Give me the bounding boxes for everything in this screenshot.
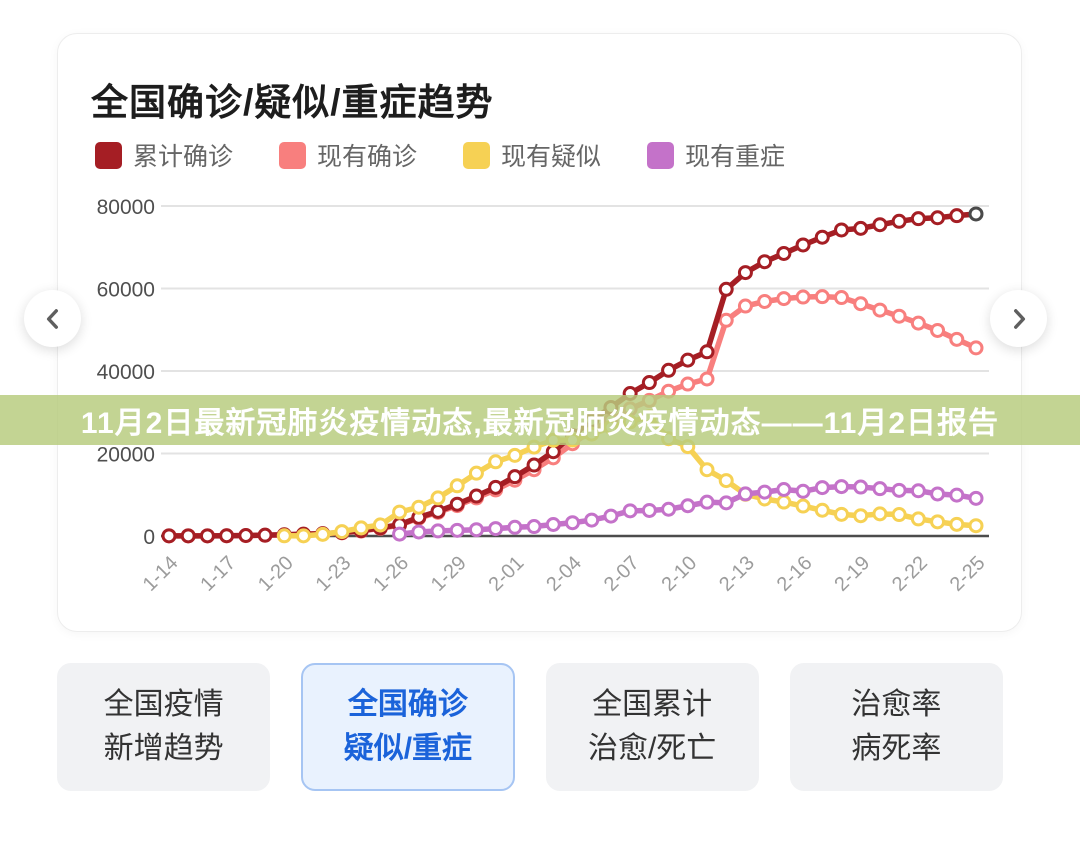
legend-label: 现有疑似 (501, 143, 602, 171)
legend-item-3[interactable]: 现有疑似 (463, 137, 601, 173)
svg-text:2-22: 2-22 (888, 552, 932, 596)
svg-text:2-19: 2-19 (830, 552, 874, 596)
tab-3[interactable]: 全国累计治愈/死亡 (545, 663, 759, 791)
tab-1[interactable]: 全国疫情 新增趋势 (57, 663, 271, 791)
overlay-banner: 11月2日最新冠肺炎疫情动态,最新冠肺炎疫情动态——11月2日报告 (0, 395, 1080, 445)
legend-label: 现有重症 (685, 143, 786, 171)
svg-text:2-04: 2-04 (542, 552, 586, 596)
legend-item-2[interactable]: 现有确诊 (279, 137, 417, 173)
chart-card: 全国确诊/疑似/重症趋势 累计确诊 现有确诊 现有疑似 现有重症 0 20000 4000… (57, 33, 1022, 632)
svg-text:1-20: 1-20 (254, 552, 298, 596)
svg-text:1-14: 1-14 (139, 552, 183, 596)
svg-text:2-16: 2-16 (773, 552, 817, 596)
svg-text:1-17: 1-17 (196, 552, 240, 596)
tab-label: 治愈/死亡 (587, 732, 717, 765)
legend-item-1[interactable]: 累计确诊 (95, 137, 233, 173)
svg-text:60000: 60000 (97, 279, 155, 302)
chevron-left-icon (46, 308, 58, 329)
legend-swatch-icon (463, 141, 491, 169)
carousel-next-button[interactable] (990, 290, 1047, 347)
svg-text:40000: 40000 (97, 361, 155, 384)
carousel-prev-button[interactable] (24, 290, 81, 347)
svg-text:2-25: 2-25 (946, 552, 990, 596)
tab-label: 全国确诊 (347, 688, 468, 721)
svg-text:1-26: 1-26 (369, 552, 413, 596)
tab-label: 全国累计 (592, 688, 713, 721)
svg-text:1-29: 1-29 (427, 552, 471, 596)
legend-label: 累计确诊 (133, 143, 234, 171)
tab-label: 疑似/重症 (343, 732, 473, 765)
legend-label: 现有确诊 (317, 143, 418, 171)
svg-text:2-10: 2-10 (657, 552, 701, 596)
svg-text:1-23: 1-23 (312, 552, 356, 596)
legend-swatch-icon (95, 141, 122, 169)
legend-swatch-icon (279, 141, 307, 169)
svg-text:0: 0 (143, 526, 155, 549)
tab-2-selected[interactable]: 全国确诊疑似/重症 (301, 663, 515, 791)
svg-text:2-13: 2-13 (715, 552, 759, 596)
tab-4[interactable]: 治愈率 病死率 (789, 663, 1003, 791)
chevron-right-icon (1013, 308, 1025, 329)
tab-label: 全国疫情 (103, 688, 224, 721)
trend-line-chart: 0 20000 40000 60000 80000 1-14 1-17 1-20 1-23 1-2… (97, 196, 990, 596)
svg-text:2-01: 2-01 (485, 552, 529, 596)
chart-legend: 累计确诊 现有确诊 现有疑似 现有重症 (95, 137, 785, 173)
legend-item-4[interactable]: 现有重症 (647, 137, 785, 173)
tab-label: 新增趋势 (103, 732, 224, 765)
svg-text:2-07: 2-07 (600, 552, 644, 596)
tab-bar: 全国疫情 新增趋势 全国确诊 疑似/重症 全国累计 治愈/死亡 治愈率 病死率 (57, 663, 1003, 791)
tab-label: 治愈率 (851, 688, 942, 721)
svg-text:80000: 80000 (97, 196, 155, 219)
svg-text:20000: 20000 (97, 444, 155, 467)
overlay-banner-text: 11月2日最新冠肺炎疫情动态,最新冠肺炎疫情动态——11月2日报告 (80, 407, 1000, 440)
chart-title: 全国确诊/疑似/重症趋势 (91, 82, 494, 123)
tab-label: 病死率 (851, 732, 942, 765)
legend-swatch-icon (647, 141, 675, 169)
